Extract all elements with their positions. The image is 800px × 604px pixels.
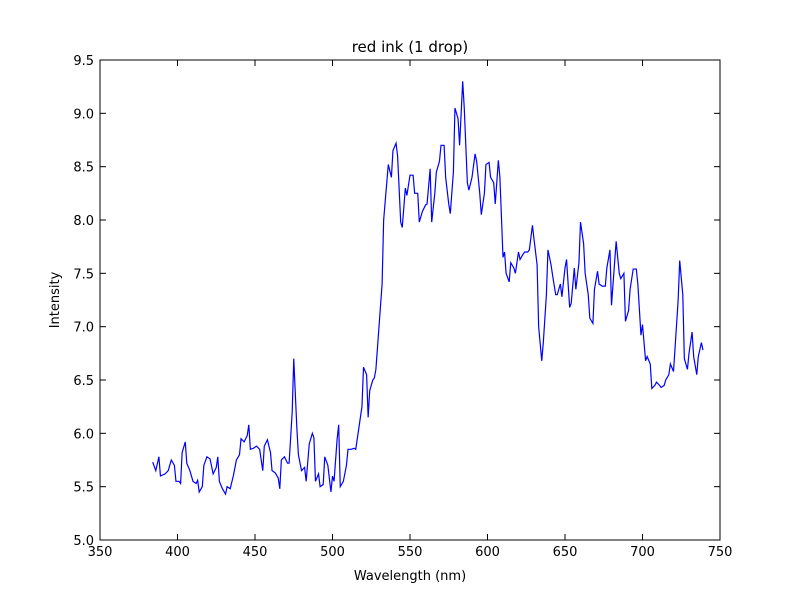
y-tick-label: 8.5 — [73, 161, 94, 176]
x-tick-label: 400 — [165, 545, 190, 560]
data-line — [152, 81, 704, 496]
y-tick-label: 5.0 — [73, 534, 94, 549]
x-tick-label: 450 — [243, 545, 268, 560]
x-tick-label: 600 — [475, 545, 500, 560]
y-tick-label: 6.0 — [73, 427, 94, 442]
y-axis-label: Intensity — [48, 271, 63, 328]
y-tick-label: 7.0 — [73, 321, 94, 336]
x-tick-label: 500 — [320, 545, 345, 560]
x-tick-label: 700 — [630, 545, 655, 560]
x-tick-label: 350 — [88, 545, 113, 560]
x-tick-label: 650 — [553, 545, 578, 560]
plot-frame — [99, 59, 721, 541]
y-tick-label: 6.5 — [73, 374, 94, 389]
y-tick-label: 9.0 — [73, 107, 94, 122]
chart-title: red ink (1 drop) — [352, 38, 469, 56]
x-tick-label: 550 — [398, 545, 423, 560]
y-tick-label: 7.5 — [73, 267, 94, 282]
x-axis-label: Wavelength (nm) — [354, 569, 466, 584]
y-tick-label: 5.5 — [73, 481, 94, 496]
y-tick-label: 9.5 — [73, 54, 94, 69]
y-tick-label: 8.0 — [73, 214, 94, 229]
x-tick-label: 750 — [708, 545, 733, 560]
